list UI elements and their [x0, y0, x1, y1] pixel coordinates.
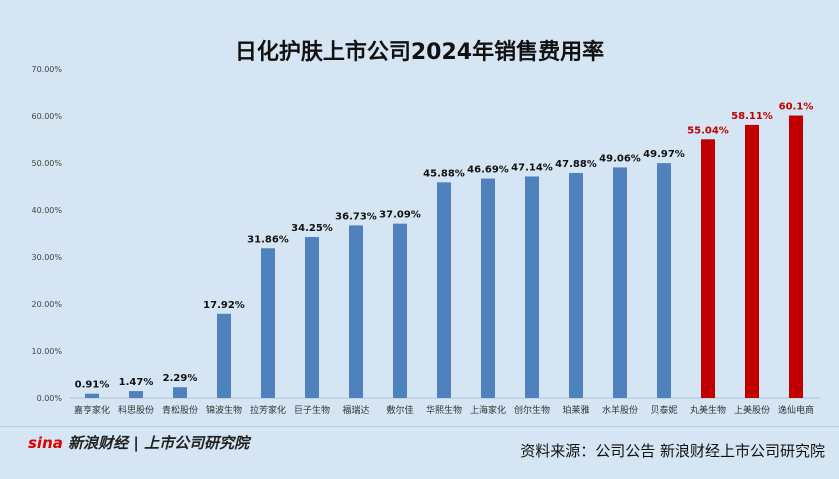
source-note: 资料来源：公司公告 新浪财经上市公司研究院	[520, 442, 825, 460]
data-label: 47.88%	[555, 159, 597, 170]
data-label: 2.29%	[163, 373, 198, 384]
data-label: 58.11%	[731, 111, 773, 122]
bar	[525, 176, 539, 398]
data-label: 36.73%	[335, 211, 377, 222]
x-tick-label: 锦波生物	[206, 404, 242, 416]
x-tick-label: 拉芳家化	[250, 404, 286, 416]
y-tick-label: 0.00%	[37, 394, 63, 403]
data-label: 55.04%	[687, 125, 729, 136]
x-tick-label: 丸美生物	[690, 404, 726, 416]
bar	[613, 167, 627, 398]
y-tick-label: 20.00%	[31, 300, 62, 309]
bar	[701, 139, 715, 398]
footer-logo: sina 新浪财经 | 上市公司研究院	[28, 434, 250, 452]
bar	[657, 163, 671, 398]
data-label: 49.97%	[643, 149, 685, 160]
logo-text: 新浪财经	[68, 434, 129, 452]
bar	[305, 237, 319, 398]
y-tick-label: 60.00%	[31, 112, 62, 121]
x-tick-label: 上海家化	[470, 404, 506, 416]
y-tick-label: 70.00%	[31, 65, 62, 74]
institute-text: 上市公司研究院	[144, 434, 250, 452]
data-label: 0.91%	[75, 380, 110, 391]
data-label: 45.88%	[423, 168, 465, 179]
bar	[85, 393, 99, 398]
data-label: 47.14%	[511, 162, 553, 173]
bar	[789, 115, 803, 398]
y-tick-label: 50.00%	[31, 159, 62, 168]
y-tick-label: 30.00%	[31, 253, 62, 262]
x-tick-label: 贝泰妮	[650, 404, 677, 416]
x-tick-label: 华熙生物	[426, 404, 462, 416]
data-label: 37.09%	[379, 210, 421, 221]
x-tick-label: 逸仙电商	[778, 404, 814, 416]
bar	[129, 391, 143, 398]
data-label: 31.86%	[247, 234, 289, 245]
x-tick-label: 青松股份	[162, 404, 198, 416]
bar	[261, 248, 275, 398]
bar	[745, 124, 759, 399]
data-label: 1.47%	[119, 377, 154, 388]
bar	[481, 178, 495, 398]
data-label: 46.69%	[467, 165, 509, 176]
x-tick-label: 福瑞达	[342, 404, 369, 416]
x-tick-label: 敷尔佳	[386, 404, 413, 416]
bar	[569, 172, 583, 398]
x-tick-label: 科思股份	[118, 404, 154, 416]
x-tick-label: 水羊股份	[602, 404, 638, 416]
chart-title: 日化护肤上市公司2024年销售费用率	[234, 40, 605, 65]
bar	[437, 182, 451, 398]
bar	[173, 387, 187, 398]
y-tick-label: 40.00%	[31, 206, 62, 215]
x-tick-label: 巨子生物	[294, 404, 330, 416]
x-tick-label: 上美股份	[734, 404, 770, 416]
data-label: 17.92%	[203, 300, 245, 311]
sina-logo: sina	[28, 434, 63, 452]
bar	[393, 223, 407, 398]
bar	[349, 225, 363, 398]
footer-divider	[0, 426, 839, 427]
data-label: 49.06%	[599, 153, 641, 164]
x-tick-label: 嘉亨家化	[74, 404, 110, 416]
data-label: 60.1%	[779, 102, 814, 113]
x-tick-label: 创尔生物	[514, 404, 550, 416]
data-label: 34.25%	[291, 223, 333, 234]
x-tick-label: 珀莱雅	[562, 404, 589, 416]
bar	[217, 313, 231, 398]
y-tick-label: 10.00%	[31, 347, 62, 356]
